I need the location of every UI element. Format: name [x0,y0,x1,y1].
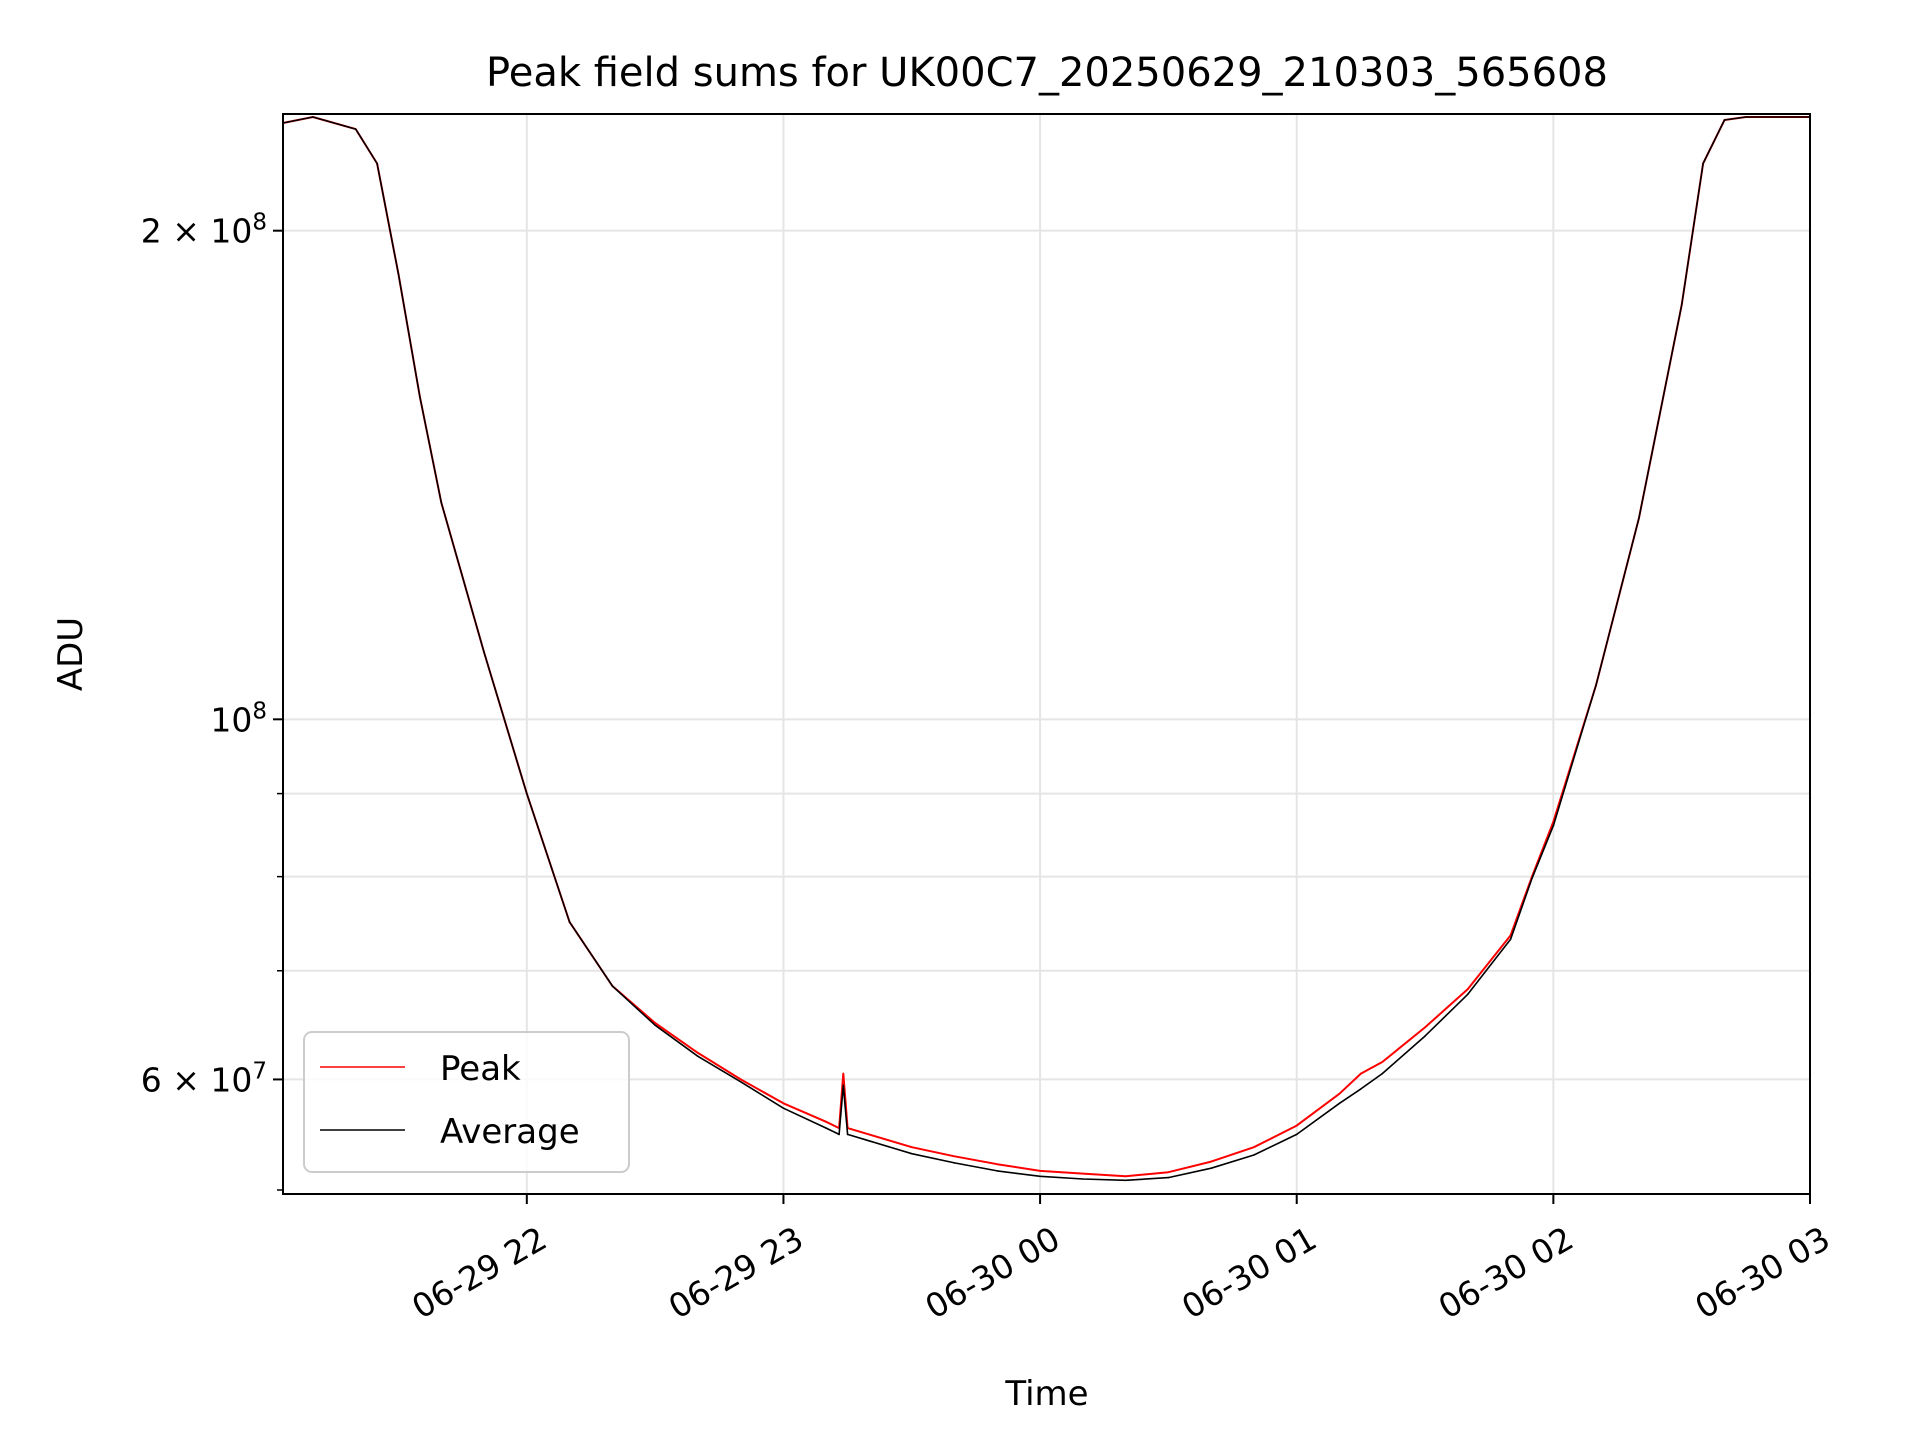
data-point-average [1295,1133,1298,1136]
data-point-average [1467,993,1469,996]
legend-label-peak: Peak [440,1049,521,1089]
data-point-average [911,1152,913,1155]
data-point-average [1167,1176,1170,1179]
data-point-average [868,1140,870,1142]
data-point-average [312,116,314,118]
data-point-average [1124,1179,1127,1182]
data-point-peak [1295,1124,1298,1127]
series-layer [282,116,1811,1182]
y-tick-label-times: × [162,212,211,251]
data-point-peak [1467,988,1469,990]
y-tick-label-base: 10 [210,700,252,739]
data-point-average [654,1024,656,1026]
y-tick-label-mantissa: 2 [141,212,162,251]
data-point-average [376,162,378,165]
data-point-average [953,1162,956,1164]
y-tick-label-exp: 8 [252,698,267,724]
data-point-average [846,1133,849,1136]
data-point-average [825,1127,827,1129]
data-point-peak [782,1102,785,1105]
y-tick-label: 6 × 107 [141,1058,267,1099]
data-point-average [1509,938,1512,940]
y-tick-label: 2 × 108 [141,210,267,251]
data-point-average [838,1133,840,1136]
data-point-peak [842,1072,845,1075]
data-point-average [1745,116,1747,118]
data-point-average [1039,1175,1041,1178]
data-point-peak [911,1146,913,1148]
data-point-average [1552,824,1555,827]
y-tick-label-base: 10 [210,1060,252,1099]
data-point-average [1253,1154,1255,1156]
data-point-peak [1360,1072,1362,1075]
y-tick-label: 108 [210,698,267,739]
y-axis-label: ADU [51,617,91,691]
data-point-average [842,1084,845,1087]
data-point-average [354,128,357,130]
x-axis-label: Time [1004,1374,1088,1414]
data-point-average [1680,304,1683,306]
data-point-average [1381,1072,1384,1075]
data-point-average [440,501,443,504]
data-point-peak [1167,1171,1170,1173]
data-point-peak [996,1163,999,1165]
data-point-average [1595,684,1597,686]
data-point-average [526,792,528,795]
data-point-peak [1381,1061,1384,1063]
data-point-peak [1253,1146,1255,1148]
data-point-average [1082,1178,1084,1180]
data-point-average [782,1107,785,1109]
data-point-peak [868,1133,870,1136]
data-point-average [1338,1102,1341,1105]
data-point-peak [1082,1172,1084,1175]
data-point-average [1360,1088,1362,1090]
data-point-average [996,1170,999,1172]
data-point-peak [654,1022,656,1024]
data-point-peak [1039,1170,1041,1172]
y-tick-label-base: 10 [210,212,252,251]
plot-frame [282,113,1811,1195]
data-point-average [611,985,614,987]
legend: Peak Average [303,1031,630,1173]
data-point-peak [739,1078,742,1081]
data-point-peak [1338,1092,1341,1095]
data-point-average [1531,877,1533,880]
data-point-peak [953,1155,956,1158]
y-tick-label-exp: 7 [252,1058,267,1084]
data-point-average [1424,1035,1426,1037]
data-point-average [1638,517,1640,520]
data-point-peak [1124,1175,1127,1178]
data-point-peak [825,1121,827,1123]
y-tick-label-exp: 8 [252,210,267,236]
data-point-average [419,396,421,398]
chart-title: Peak field sums for UK00C7_20250629_2103… [486,50,1608,96]
data-point-peak [1424,1026,1426,1029]
y-tick-label-times: × [162,1060,211,1099]
data-point-peak [1210,1160,1212,1163]
data-point-average [1723,119,1726,121]
data-point-average [568,921,571,923]
data-point-average [397,273,400,276]
y-tick-label-mantissa: 6 [141,1060,162,1099]
data-point-average [739,1081,742,1083]
data-point-average [483,651,485,653]
data-point-average [1210,1167,1212,1169]
legend-label-average: Average [440,1112,580,1152]
data-point-peak [697,1052,699,1054]
data-point-average [697,1055,699,1058]
data-point-average [1702,162,1704,165]
